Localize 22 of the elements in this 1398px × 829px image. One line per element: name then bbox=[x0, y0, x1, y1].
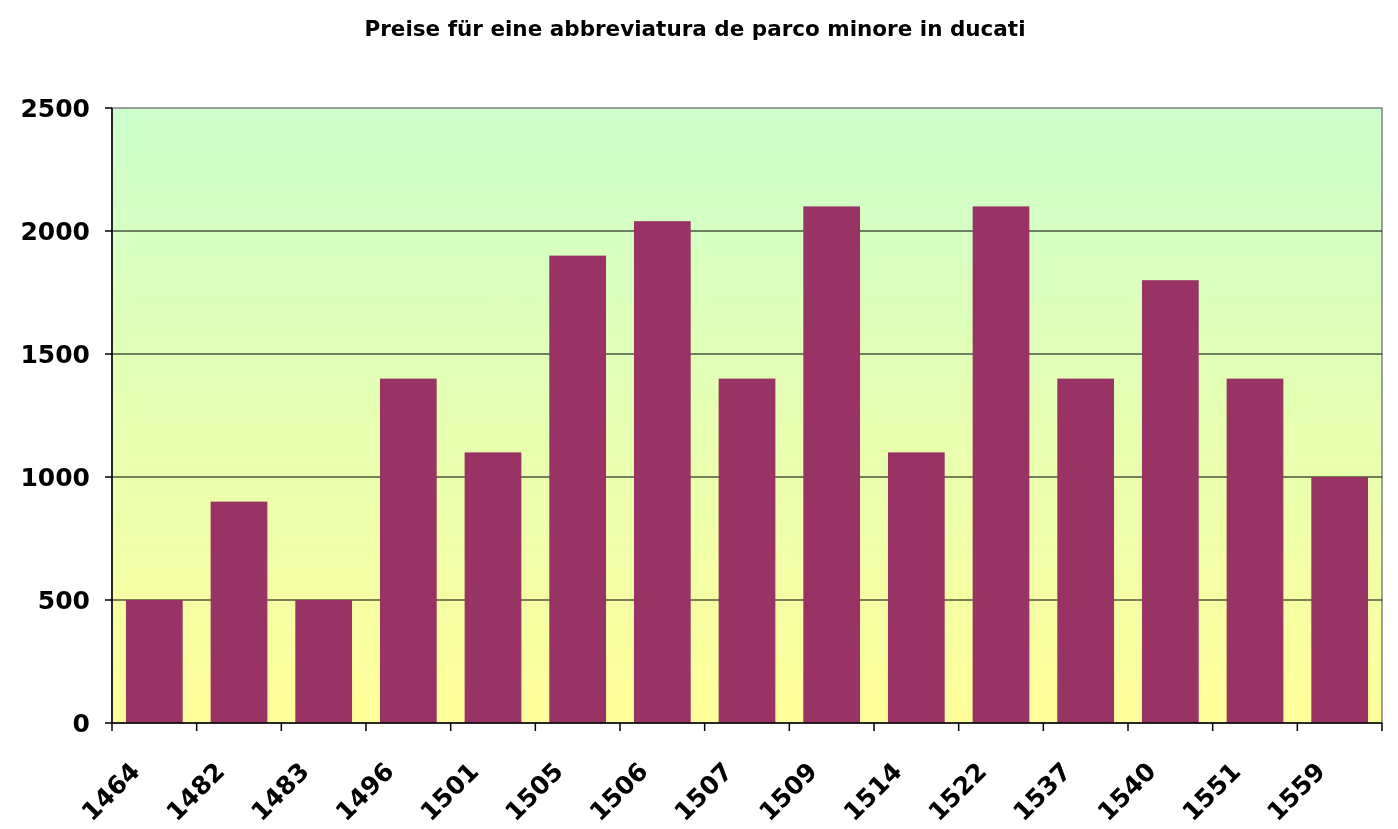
y-tick-label: 500 bbox=[37, 586, 90, 615]
bar bbox=[803, 206, 861, 723]
y-tick-label: 1500 bbox=[20, 340, 90, 369]
bar bbox=[210, 501, 268, 723]
bar bbox=[379, 378, 437, 723]
bar bbox=[464, 452, 522, 723]
chart-title: Preise für eine abbreviatura de parco minore in ducati bbox=[364, 16, 1026, 41]
bar bbox=[1141, 280, 1199, 723]
bar bbox=[1311, 477, 1369, 723]
y-tick-label: 1000 bbox=[20, 463, 90, 492]
bar bbox=[718, 378, 776, 723]
y-tick-label: 2500 bbox=[20, 94, 90, 123]
y-tick-label: 2000 bbox=[20, 217, 90, 246]
bar bbox=[1226, 378, 1284, 723]
bar bbox=[125, 600, 183, 723]
bar bbox=[1057, 378, 1115, 723]
y-tick-label: 0 bbox=[72, 709, 90, 738]
bar bbox=[549, 255, 607, 723]
bar bbox=[633, 221, 691, 723]
bar bbox=[972, 206, 1030, 723]
bar bbox=[295, 600, 353, 723]
bar bbox=[887, 452, 945, 723]
